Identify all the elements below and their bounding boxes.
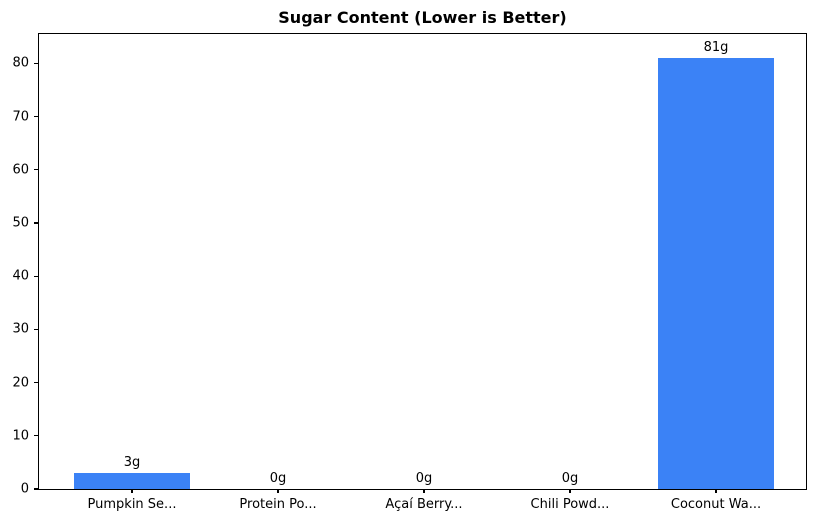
bar-value-label: 0g bbox=[415, 471, 433, 486]
x-tick-label: Pumpkin Se... bbox=[87, 497, 177, 512]
x-tick-mark bbox=[277, 489, 279, 493]
y-tick-label: 10 bbox=[12, 428, 29, 444]
plot-area: 0 10 20 30 40 50 60 70 80 3g Pumpkin Se... 0g Protei… bbox=[12, 33, 807, 511]
bar bbox=[658, 57, 774, 489]
x-tick-mark bbox=[131, 489, 133, 493]
y-tick-mark bbox=[34, 169, 38, 171]
bar-value-label: 0g bbox=[269, 471, 287, 486]
y-tick-label: 0 bbox=[20, 481, 29, 497]
bar-value-label: 81g bbox=[703, 39, 729, 55]
y-tick-label: 80 bbox=[12, 55, 29, 71]
x-tick-label: Chili Powd... bbox=[530, 497, 610, 512]
y-tick-mark bbox=[34, 328, 38, 330]
y-tick-mark bbox=[34, 435, 38, 437]
x-tick-mark bbox=[569, 489, 571, 493]
y-tick-mark bbox=[34, 115, 38, 118]
y-tick-mark bbox=[34, 222, 38, 224]
y-tick-label: 30 bbox=[12, 321, 29, 337]
chart-title: Sugar Content (Lower is Better) bbox=[278, 8, 567, 27]
x-tick-mark bbox=[423, 489, 425, 493]
y-tick-mark bbox=[34, 275, 38, 277]
y-tick-label: 20 bbox=[12, 375, 29, 391]
bar bbox=[74, 473, 190, 489]
x-tick-label: Protein Po... bbox=[239, 497, 317, 512]
x-tick-label: Açaí Berry... bbox=[385, 497, 463, 512]
x-tick-label: Coconut Wa... bbox=[670, 497, 762, 512]
y-tick-label: 70 bbox=[12, 109, 29, 124]
x-tick-mark bbox=[715, 489, 717, 493]
y-tick-label: 60 bbox=[12, 162, 29, 178]
bar-value-label: 3g bbox=[123, 455, 141, 471]
bar-value-label: 0g bbox=[561, 471, 579, 486]
y-tick-label: 40 bbox=[12, 268, 29, 284]
y-tick-mark bbox=[34, 381, 38, 384]
y-tick-mark bbox=[34, 62, 38, 64]
y-tick-mark bbox=[34, 488, 38, 490]
y-tick-label: 50 bbox=[12, 215, 29, 231]
